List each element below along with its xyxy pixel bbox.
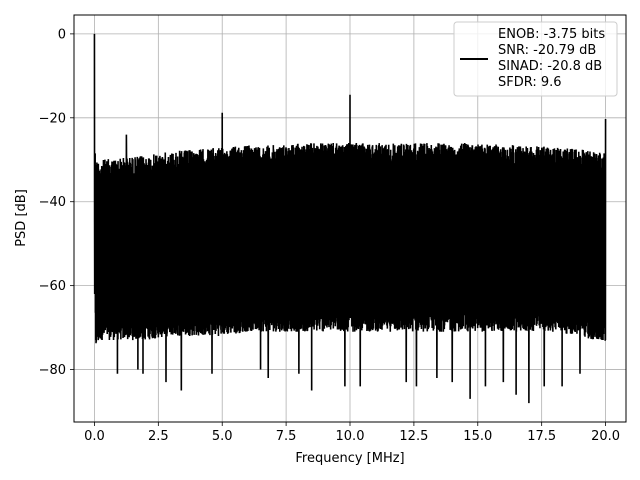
psd-series-line [93,33,607,404]
y-tick-label: −40 [39,195,66,210]
y-tick-label: −20 [39,111,66,126]
legend-box [453,21,618,97]
y-tick-label: −60 [39,279,66,294]
y-tick-label: 0 [58,27,66,42]
x-tick-label: 20.0 [591,429,620,444]
x-tick-label: 5.0 [212,429,233,444]
x-tick-label: 0.0 [84,429,105,444]
legend: ENOB: -3.75 bits SNR: -20.79 dB SINAD: -… [453,21,618,97]
x-tick-label: 17.5 [527,429,556,444]
x-tick-label: 2.5 [148,429,169,444]
x-tick-label: 10.0 [336,429,365,444]
y-axis-label: PSD [dB] [14,189,29,247]
legend-snr: SNR: -20.79 dB [498,43,596,58]
plot-area [93,33,607,404]
x-axis-label: Frequency [MHz] [295,451,404,466]
x-tick-label: 15.0 [463,429,492,444]
x-tick-label: 12.5 [399,429,428,444]
x-axis-ticks: 0.0 2.5 5.0 7.5 10.0 12.5 15.0 17.5 20.0 [84,422,620,444]
legend-enob: ENOB: -3.75 bits [498,27,605,42]
y-tick-label: −80 [39,363,66,378]
legend-sfdr: SFDR: 9.6 [498,75,562,90]
y-axis-ticks: 0 −20 −40 −60 −80 [39,27,74,378]
x-tick-label: 7.5 [276,429,297,444]
legend-sinad: SINAD: -20.8 dB [498,59,602,74]
